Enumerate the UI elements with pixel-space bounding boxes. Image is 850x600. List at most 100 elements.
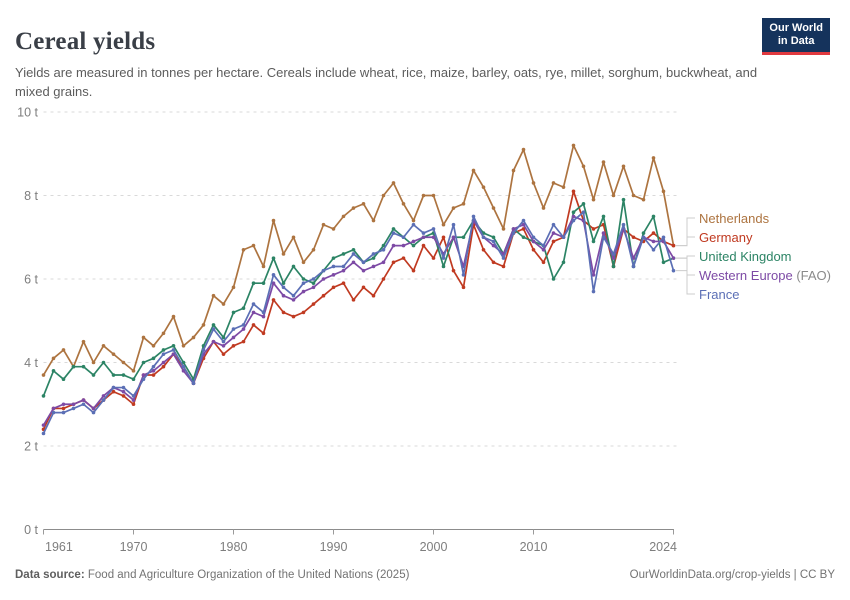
legend-item-germany[interactable]: Germany — [699, 229, 752, 246]
series-france[interactable] — [41, 210, 676, 436]
data-point-germany — [551, 239, 556, 244]
data-point-netherlands — [401, 202, 406, 206]
plot-area — [41, 111, 695, 535]
data-point-germany — [241, 339, 246, 344]
data-point-united-kingdom — [331, 256, 336, 260]
data-point-germany — [341, 281, 346, 285]
data-point-france — [501, 256, 506, 260]
data-point-united-kingdom — [171, 344, 176, 348]
data-point-western-europe-fao — [631, 256, 636, 260]
data-point-france — [261, 310, 266, 315]
data-point-germany — [251, 323, 256, 327]
data-point-germany — [401, 256, 406, 260]
data-point-france — [631, 264, 636, 269]
legend-item-united-kingdom[interactable]: United Kingdom — [699, 248, 792, 265]
data-point-united-kingdom — [251, 281, 256, 285]
legend-item-western-europe[interactable]: Western Europe (FAO) — [699, 267, 831, 284]
data-point-germany — [311, 302, 316, 306]
data-point-western-europe-fao — [431, 235, 436, 240]
owid-logo[interactable]: Our World in Data — [762, 18, 830, 55]
data-point-western-europe-fao — [541, 247, 546, 252]
data-point-netherlands — [51, 356, 56, 361]
data-point-netherlands — [161, 331, 166, 336]
legend-item-france[interactable]: France — [699, 286, 739, 303]
data-point-france — [101, 398, 106, 402]
footer-citation-link[interactable]: OurWorldinData.org/crop-yields | CC BY — [629, 569, 835, 581]
data-point-germany — [591, 227, 596, 231]
data-point-united-kingdom — [71, 364, 76, 369]
data-point-netherlands — [81, 339, 86, 344]
owid-logo-line2: in Data — [777, 35, 815, 47]
data-point-netherlands — [251, 243, 256, 248]
data-point-netherlands — [241, 247, 246, 252]
data-point-united-kingdom — [381, 243, 386, 248]
data-point-united-kingdom — [411, 243, 416, 248]
data-point-netherlands — [221, 302, 226, 306]
data-point-france — [361, 260, 366, 265]
series-line-germany — [42, 190, 675, 431]
legend-label-netherlands: Netherlands — [699, 211, 770, 226]
data-point-western-europe-fao — [531, 239, 536, 244]
data-point-western-europe-fao — [381, 260, 386, 265]
data-point-united-kingdom — [581, 202, 586, 206]
data-point-netherlands — [651, 156, 656, 160]
data-point-france — [421, 231, 426, 235]
data-point-netherlands — [481, 185, 486, 189]
legend-item-netherlands[interactable]: Netherlands — [699, 210, 769, 227]
data-point-france — [621, 222, 626, 227]
data-point-netherlands — [431, 193, 436, 198]
data-point-germany — [631, 235, 636, 240]
data-point-netherlands — [561, 185, 566, 189]
data-point-netherlands — [631, 193, 636, 198]
data-point-netherlands — [641, 197, 646, 202]
data-point-western-europe-fao — [361, 268, 366, 273]
data-point-netherlands — [111, 352, 116, 356]
x-tick-label: 2000 — [420, 540, 448, 554]
data-point-france — [391, 231, 396, 235]
data-point-germany — [281, 310, 286, 315]
data-point-netherlands — [361, 202, 366, 206]
footer: Data source: Food and Agriculture Organi… — [15, 569, 835, 581]
data-point-france — [171, 348, 176, 352]
data-point-france — [551, 222, 556, 227]
series-germany[interactable] — [41, 189, 676, 432]
data-point-western-europe-fao — [151, 369, 156, 373]
series-line-united-kingdom — [42, 198, 675, 397]
data-point-france — [321, 268, 326, 273]
data-point-united-kingdom — [211, 323, 216, 327]
data-point-france — [231, 327, 236, 331]
data-point-france — [641, 235, 646, 240]
data-point-western-europe-fao — [41, 423, 46, 427]
data-point-western-europe-fao — [61, 402, 66, 407]
data-point-france — [671, 268, 676, 273]
data-point-netherlands — [371, 218, 376, 223]
data-point-netherlands — [661, 189, 666, 194]
data-point-germany — [411, 268, 416, 273]
data-point-netherlands — [261, 264, 266, 269]
data-point-france — [341, 264, 346, 269]
legend-label-france: France — [699, 287, 740, 302]
y-tick-label: 4 t — [24, 356, 38, 370]
data-point-united-kingdom — [81, 364, 86, 369]
data-point-western-europe-fao — [601, 231, 606, 235]
data-point-united-kingdom — [161, 348, 166, 352]
data-point-netherlands — [451, 206, 456, 210]
data-source-note: Data source: Food and Agriculture Organi… — [15, 569, 409, 581]
data-point-western-europe-fao — [551, 231, 556, 235]
data-source-label: Data source: — [15, 569, 85, 581]
data-point-germany — [291, 314, 296, 319]
data-point-france — [581, 210, 586, 214]
data-point-united-kingdom — [271, 256, 276, 260]
data-point-western-europe-fao — [391, 243, 396, 248]
data-point-western-europe-fao — [451, 235, 456, 240]
data-point-france — [221, 339, 226, 344]
data-point-western-europe-fao — [651, 239, 656, 244]
data-point-netherlands — [281, 252, 286, 256]
chart-subtitle: Yields are measured in tonnes per hectar… — [15, 65, 758, 99]
series-united-kingdom[interactable] — [41, 197, 676, 398]
series-netherlands[interactable] — [41, 143, 676, 377]
series-line-netherlands — [42, 144, 675, 376]
data-point-united-kingdom — [311, 281, 316, 285]
data-point-germany — [371, 293, 376, 298]
data-point-france — [371, 252, 376, 256]
